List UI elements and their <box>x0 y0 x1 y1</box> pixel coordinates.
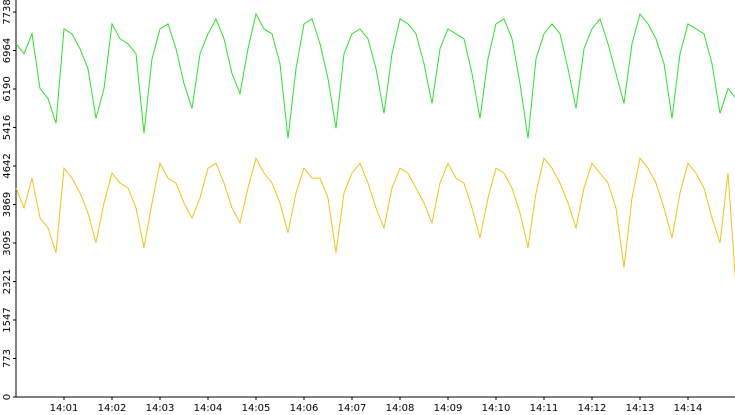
y-tick-label: 6964 <box>2 38 13 63</box>
x-tick-label: 14:02 <box>98 403 127 414</box>
x-tick-label: 14:01 <box>50 403 79 414</box>
y-tick-label: 3095 <box>2 230 13 255</box>
x-tick-label: 14:07 <box>338 403 367 414</box>
y-tick-label: 3869 <box>2 192 13 217</box>
x-tick-label: 14:04 <box>194 403 223 414</box>
y-tick-label: 2321 <box>2 269 13 294</box>
y-tick-label: 5416 <box>2 115 13 140</box>
y-tick-label: 0 <box>2 394 13 400</box>
y-tick-label: 773 <box>2 349 13 368</box>
x-tick-label: 14:03 <box>146 403 175 414</box>
x-tick-label: 14:06 <box>290 403 319 414</box>
x-tick-label: 14:14 <box>674 403 703 414</box>
x-tick-label: 14:05 <box>242 403 271 414</box>
x-tick-label: 14:10 <box>482 403 511 414</box>
series-line <box>15 12 735 139</box>
y-tick-label: 6190 <box>2 76 13 101</box>
x-tick-label: 14:13 <box>626 403 655 414</box>
x-tick-label: 14:11 <box>530 403 559 414</box>
y-tick-label: 7738 <box>2 0 13 25</box>
y-tick-label: 1547 <box>2 307 13 332</box>
y-tick-label: 4642 <box>2 153 13 178</box>
x-tick-label: 14:09 <box>434 403 463 414</box>
x-tick-label: 14:12 <box>578 403 607 414</box>
series-line <box>15 156 735 281</box>
x-tick-label: 14:08 <box>386 403 415 414</box>
